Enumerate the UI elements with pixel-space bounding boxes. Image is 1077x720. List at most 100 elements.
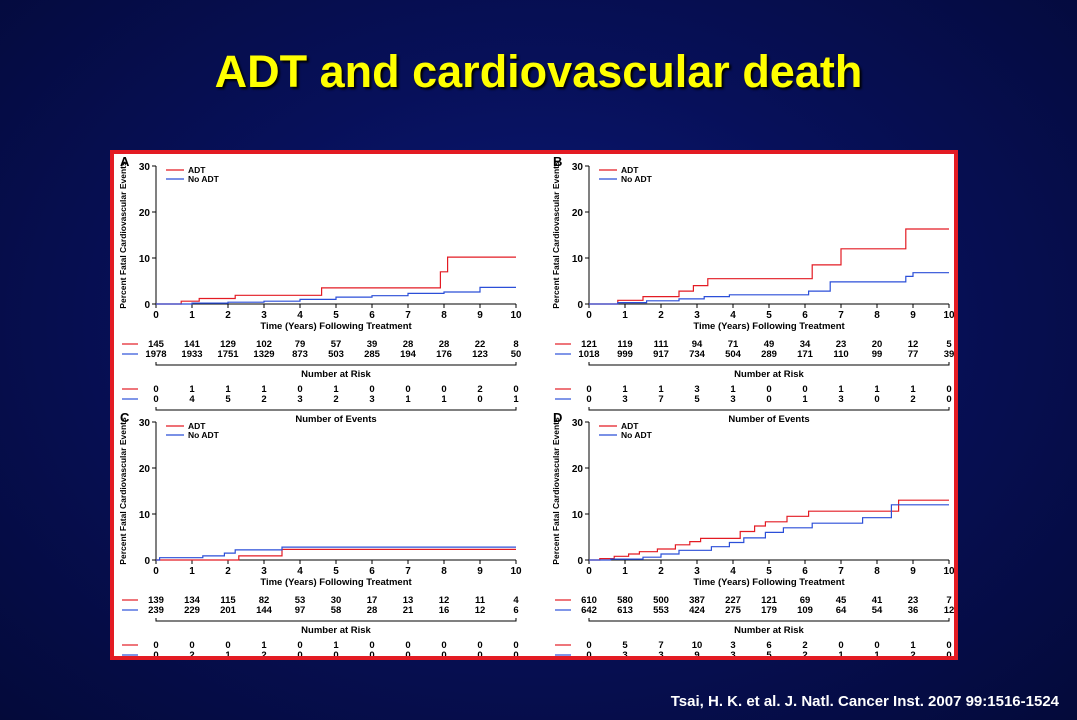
panel-a-risk-value: 194 [400, 349, 417, 360]
panel-d-x-tick-label: 8 [874, 566, 880, 577]
panel-b-risk-value: 111 [654, 339, 670, 350]
panel-a-x-tick-label: 3 [261, 310, 267, 321]
panel-d-legend-label: No ADT [621, 430, 653, 440]
panel-a-events-value: 0 [297, 384, 302, 395]
panel-b-events-bracket [588, 407, 950, 411]
panel-a-legend-label: No ADT [188, 174, 220, 184]
panel-a-events-value: 1 [405, 394, 411, 405]
panel-a-events-value: 2 [333, 394, 338, 405]
panel-d-events-value: 2 [802, 650, 807, 656]
panel-c-events-value: 0 [513, 650, 518, 656]
panel-d-risk-value: 613 [617, 605, 633, 616]
panel-d-y-tick-label: 30 [572, 418, 584, 429]
panel-c-y-tick-label: 10 [139, 510, 151, 521]
panel-b-x-axis-label: Time (Years) Following Treatment [693, 321, 845, 332]
panel-b-risk-value: 5 [946, 339, 952, 350]
panel-b-y-tick-label: 0 [577, 300, 583, 311]
panel-a-risk-value: 1933 [181, 349, 202, 360]
panel-a-risk-value: 102 [256, 339, 272, 350]
panel-b-legend-label: ADT [621, 165, 639, 175]
panel-b-risk-value: 734 [689, 349, 706, 360]
panel-c-risk-value: 144 [256, 605, 273, 616]
panel-a-risk-value: 8 [513, 339, 518, 350]
panel-d-events-value: 7 [658, 640, 663, 651]
panel-d-risk-value: 580 [617, 595, 633, 606]
panel-a-risk-value: 28 [439, 339, 450, 350]
panel-a-y-tick-label: 0 [144, 300, 150, 311]
panel-a-events-value: 1 [333, 384, 339, 395]
panel-b-risk-value: 34 [800, 339, 811, 350]
panel-a-y-tick-label: 10 [139, 254, 151, 265]
panel-c-risk-value: 16 [439, 605, 450, 616]
panel-b-risk-bracket [588, 362, 950, 366]
panel-d-series-adt [589, 499, 949, 561]
panel-b-events-value: 0 [766, 384, 771, 395]
panel-b-events-value: 0 [766, 394, 771, 405]
panel-c-events-value: 0 [477, 640, 482, 651]
panel-d-y-tick-label: 0 [577, 556, 583, 567]
panel-d-events-value: 0 [586, 640, 591, 651]
panel-c-risk-value: 13 [403, 595, 414, 606]
panel-c-risk-value: 97 [295, 605, 306, 616]
panel-b-x-tick-label: 8 [874, 310, 880, 321]
panel-c-risk-value: 139 [148, 595, 164, 606]
panel-b-letter: B [553, 154, 562, 169]
panel-c-x-tick-label: 8 [441, 566, 447, 577]
panel-d-risk-value: 69 [800, 595, 811, 606]
panel-d-events-value: 1 [910, 640, 916, 651]
panel-b-events-value: 0 [946, 384, 951, 395]
panel-c-risk-value: 12 [475, 605, 486, 616]
panel-b-events-value: 1 [910, 384, 916, 395]
panel-c-events-value: 0 [513, 640, 518, 651]
panel-b-events-value: 1 [802, 394, 808, 405]
panel-d-risk-value: 275 [725, 605, 742, 616]
panel-b-risk-value: 1018 [578, 349, 599, 360]
panel-b-x-tick-label: 4 [730, 310, 736, 321]
panel-a-risk-value: 873 [292, 349, 308, 360]
panel-c-risk-value: 82 [259, 595, 270, 606]
panel-b-events-value: 3 [730, 394, 735, 405]
panel-d-risk-value: 54 [872, 605, 883, 616]
panel-c-risk-value: 21 [403, 605, 414, 616]
citation: Tsai, H. K. et al. J. Natl. Cancer Inst.… [670, 693, 1059, 710]
panel-d-events-value: 1 [874, 650, 880, 656]
panel-d-x-tick-label: 6 [802, 566, 808, 577]
panel-a-risk-value: 1978 [145, 349, 166, 360]
panel-c-legend-label: ADT [188, 421, 206, 431]
panel-b-risk-value: 94 [692, 339, 703, 350]
panel-a-events-value: 0 [153, 384, 158, 395]
panel-a-y-axis-label: Percent Fatal Cardiovascular Events [118, 161, 128, 309]
panel-c-x-tick-label: 2 [225, 566, 231, 577]
panel-d-events-value: 0 [586, 650, 591, 656]
panel-c-x-tick-label: 7 [405, 566, 411, 577]
panel-c-events-value: 0 [297, 640, 302, 651]
panel-c-events-value: 0 [441, 650, 446, 656]
panel-c-y-tick-label: 0 [144, 556, 150, 567]
panel-b-events-value: 0 [946, 394, 951, 405]
panel-d-risk-value: 12 [944, 605, 954, 616]
panel-b-risk-value: 121 [581, 339, 598, 350]
panel-a-letter: A [120, 154, 130, 169]
panel-b-risk-value: 999 [617, 349, 633, 360]
panel-d-risk-bracket [588, 618, 950, 622]
panel-d-events-value: 1 [838, 650, 844, 656]
panel-c-risk-value: 134 [184, 595, 201, 606]
panel-b-events-value: 3 [694, 384, 699, 395]
panel-c-events-value: 0 [225, 640, 230, 651]
panel-a-events-value: 0 [405, 384, 410, 395]
panel-a-y-tick-label: 30 [139, 162, 151, 173]
panel-c-events-value: 0 [153, 650, 158, 656]
panel-c-series-no-adt [156, 546, 516, 561]
panel-d-letter: D [553, 410, 562, 425]
panel-c-risk-value: 6 [513, 605, 518, 616]
panel-a-risk-value: 57 [331, 339, 342, 350]
panel-d-risk-value: 109 [797, 605, 813, 616]
panel-d-risk-value: 642 [581, 605, 597, 616]
panel-d-risk-value: 610 [581, 595, 597, 606]
panel-d-events-value: 5 [622, 640, 628, 651]
panel-d-risk-value: 7 [946, 595, 951, 606]
panel-b-risk-value: 504 [725, 349, 742, 360]
panel-b-risk-value: 23 [836, 339, 847, 350]
panel-c-events-value: 2 [261, 650, 266, 656]
